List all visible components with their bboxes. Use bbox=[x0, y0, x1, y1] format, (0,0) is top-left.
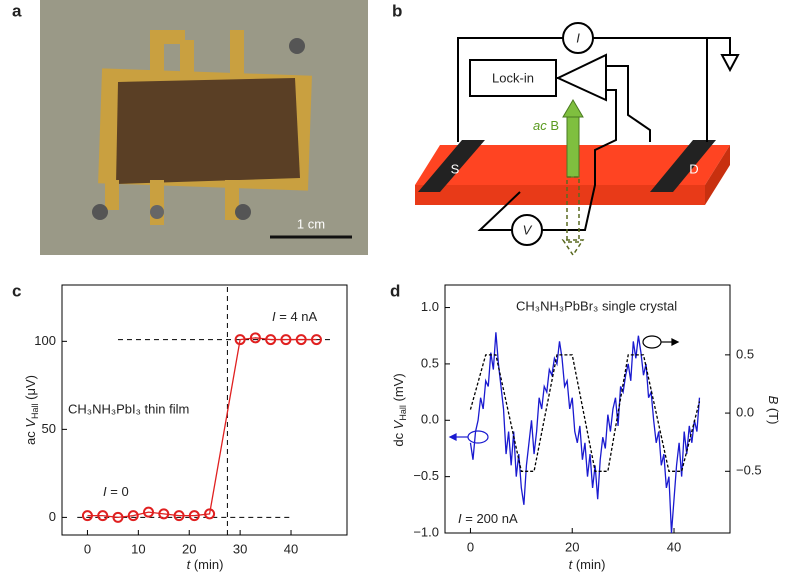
voltmeter-label: V bbox=[523, 222, 533, 237]
data-point bbox=[204, 508, 216, 520]
annotation-part: I bbox=[272, 309, 276, 324]
x-tick-label: 30 bbox=[233, 541, 247, 556]
panel-label: b bbox=[392, 1, 402, 20]
y2-axis-label-part: (T) bbox=[766, 404, 781, 424]
data-point bbox=[188, 510, 200, 522]
annotation-part: I bbox=[103, 484, 107, 499]
field-label-part: B bbox=[547, 118, 559, 133]
data-point bbox=[143, 506, 155, 518]
annotation-part: = 0 bbox=[107, 484, 129, 499]
y-axis-label: ac VHall (μV) bbox=[23, 375, 40, 445]
field-label-part: ac bbox=[533, 118, 547, 133]
panel-label: d bbox=[390, 281, 400, 300]
data-point bbox=[295, 334, 307, 346]
y-axis-label-part: V bbox=[23, 418, 38, 428]
y-axis-label-part: Hall bbox=[398, 405, 408, 421]
y-tick-label: 0 bbox=[49, 509, 56, 524]
x-axis-label: t (min) bbox=[569, 557, 606, 572]
x-tick-label: 20 bbox=[182, 541, 196, 556]
annotation-part: = 200 nA bbox=[462, 511, 518, 526]
y-axis-label-part: Hall bbox=[30, 403, 40, 419]
circuit-diagram bbox=[415, 22, 740, 257]
y-tick-label: −0.5 bbox=[413, 468, 439, 483]
y-tick-label: −1.0 bbox=[413, 524, 439, 539]
data-point bbox=[234, 334, 246, 346]
y-axis-label-part: dc bbox=[391, 429, 406, 446]
annotation: CH₃NH₃PbI₃ thin film bbox=[68, 401, 189, 416]
y-tick-label: 100 bbox=[34, 333, 56, 348]
data-point bbox=[265, 334, 277, 346]
y-axis-label-part: (μV) bbox=[23, 375, 38, 403]
source-label: S bbox=[451, 161, 460, 176]
x-axis-label-part: t bbox=[569, 557, 574, 572]
y2-axis-label-part: B bbox=[766, 396, 781, 405]
axis-indicators bbox=[448, 335, 680, 444]
data-point bbox=[81, 510, 93, 522]
annotation: I = 4 nA bbox=[272, 309, 318, 324]
x-tick-label: 10 bbox=[131, 541, 145, 556]
y-axis-label-part: V bbox=[391, 419, 406, 429]
drain-label: D bbox=[689, 161, 698, 176]
x-axis-label: t (min) bbox=[187, 557, 224, 572]
x-tick-label: 20 bbox=[565, 539, 579, 554]
current-meter-label: I bbox=[576, 30, 580, 45]
y2-tick-label: 0.5 bbox=[736, 346, 754, 361]
plot-frame bbox=[61, 284, 348, 536]
data-point bbox=[127, 510, 139, 522]
y-tick-label: 0.5 bbox=[421, 355, 439, 370]
x-tick-label: 40 bbox=[284, 541, 298, 556]
data-point bbox=[97, 510, 109, 522]
data-point bbox=[112, 511, 124, 523]
panel-label: a bbox=[12, 1, 22, 20]
y-axis-label-part: (mV) bbox=[391, 373, 406, 405]
y-tick-label: 1.0 bbox=[421, 299, 439, 314]
annotation: I = 200 nA bbox=[458, 511, 518, 526]
panel-label: c bbox=[12, 281, 21, 300]
data-line bbox=[469, 332, 701, 534]
y-axis-label: dc VHall (mV) bbox=[391, 373, 408, 446]
y-tick-label: 50 bbox=[42, 421, 56, 436]
data-point bbox=[158, 508, 170, 520]
x-axis-label-part: (min) bbox=[190, 557, 223, 572]
lock-in-label: Lock-in bbox=[492, 70, 534, 85]
annotation: CH₃NH₃PbBr₃ single crystal bbox=[516, 298, 677, 313]
data-point bbox=[173, 510, 185, 522]
y-tick-label: 0.0 bbox=[421, 412, 439, 427]
data-point bbox=[249, 332, 261, 344]
annotation: I = 0 bbox=[103, 484, 129, 499]
y-axis-label-part: ac bbox=[23, 428, 38, 445]
y2-axis-label: B (T) bbox=[766, 396, 781, 425]
plot-frame bbox=[444, 284, 731, 534]
annotation-part: I bbox=[458, 511, 462, 526]
data-line bbox=[469, 354, 701, 472]
field-label: ac B bbox=[533, 118, 559, 133]
x-axis-label-part: t bbox=[187, 557, 192, 572]
data-point bbox=[310, 334, 322, 346]
data-point bbox=[280, 334, 292, 346]
x-tick-label: 0 bbox=[467, 539, 474, 554]
y2-tick-label: −0.5 bbox=[736, 463, 762, 478]
x-tick-label: 40 bbox=[667, 539, 681, 554]
scale-bar-label: 1 cm bbox=[297, 216, 325, 231]
x-axis-label-part: (min) bbox=[572, 557, 605, 572]
annotation-part: = 4 nA bbox=[276, 309, 318, 324]
y2-tick-label: 0.0 bbox=[736, 405, 754, 420]
photo bbox=[40, 0, 368, 255]
x-tick-label: 0 bbox=[84, 541, 91, 556]
